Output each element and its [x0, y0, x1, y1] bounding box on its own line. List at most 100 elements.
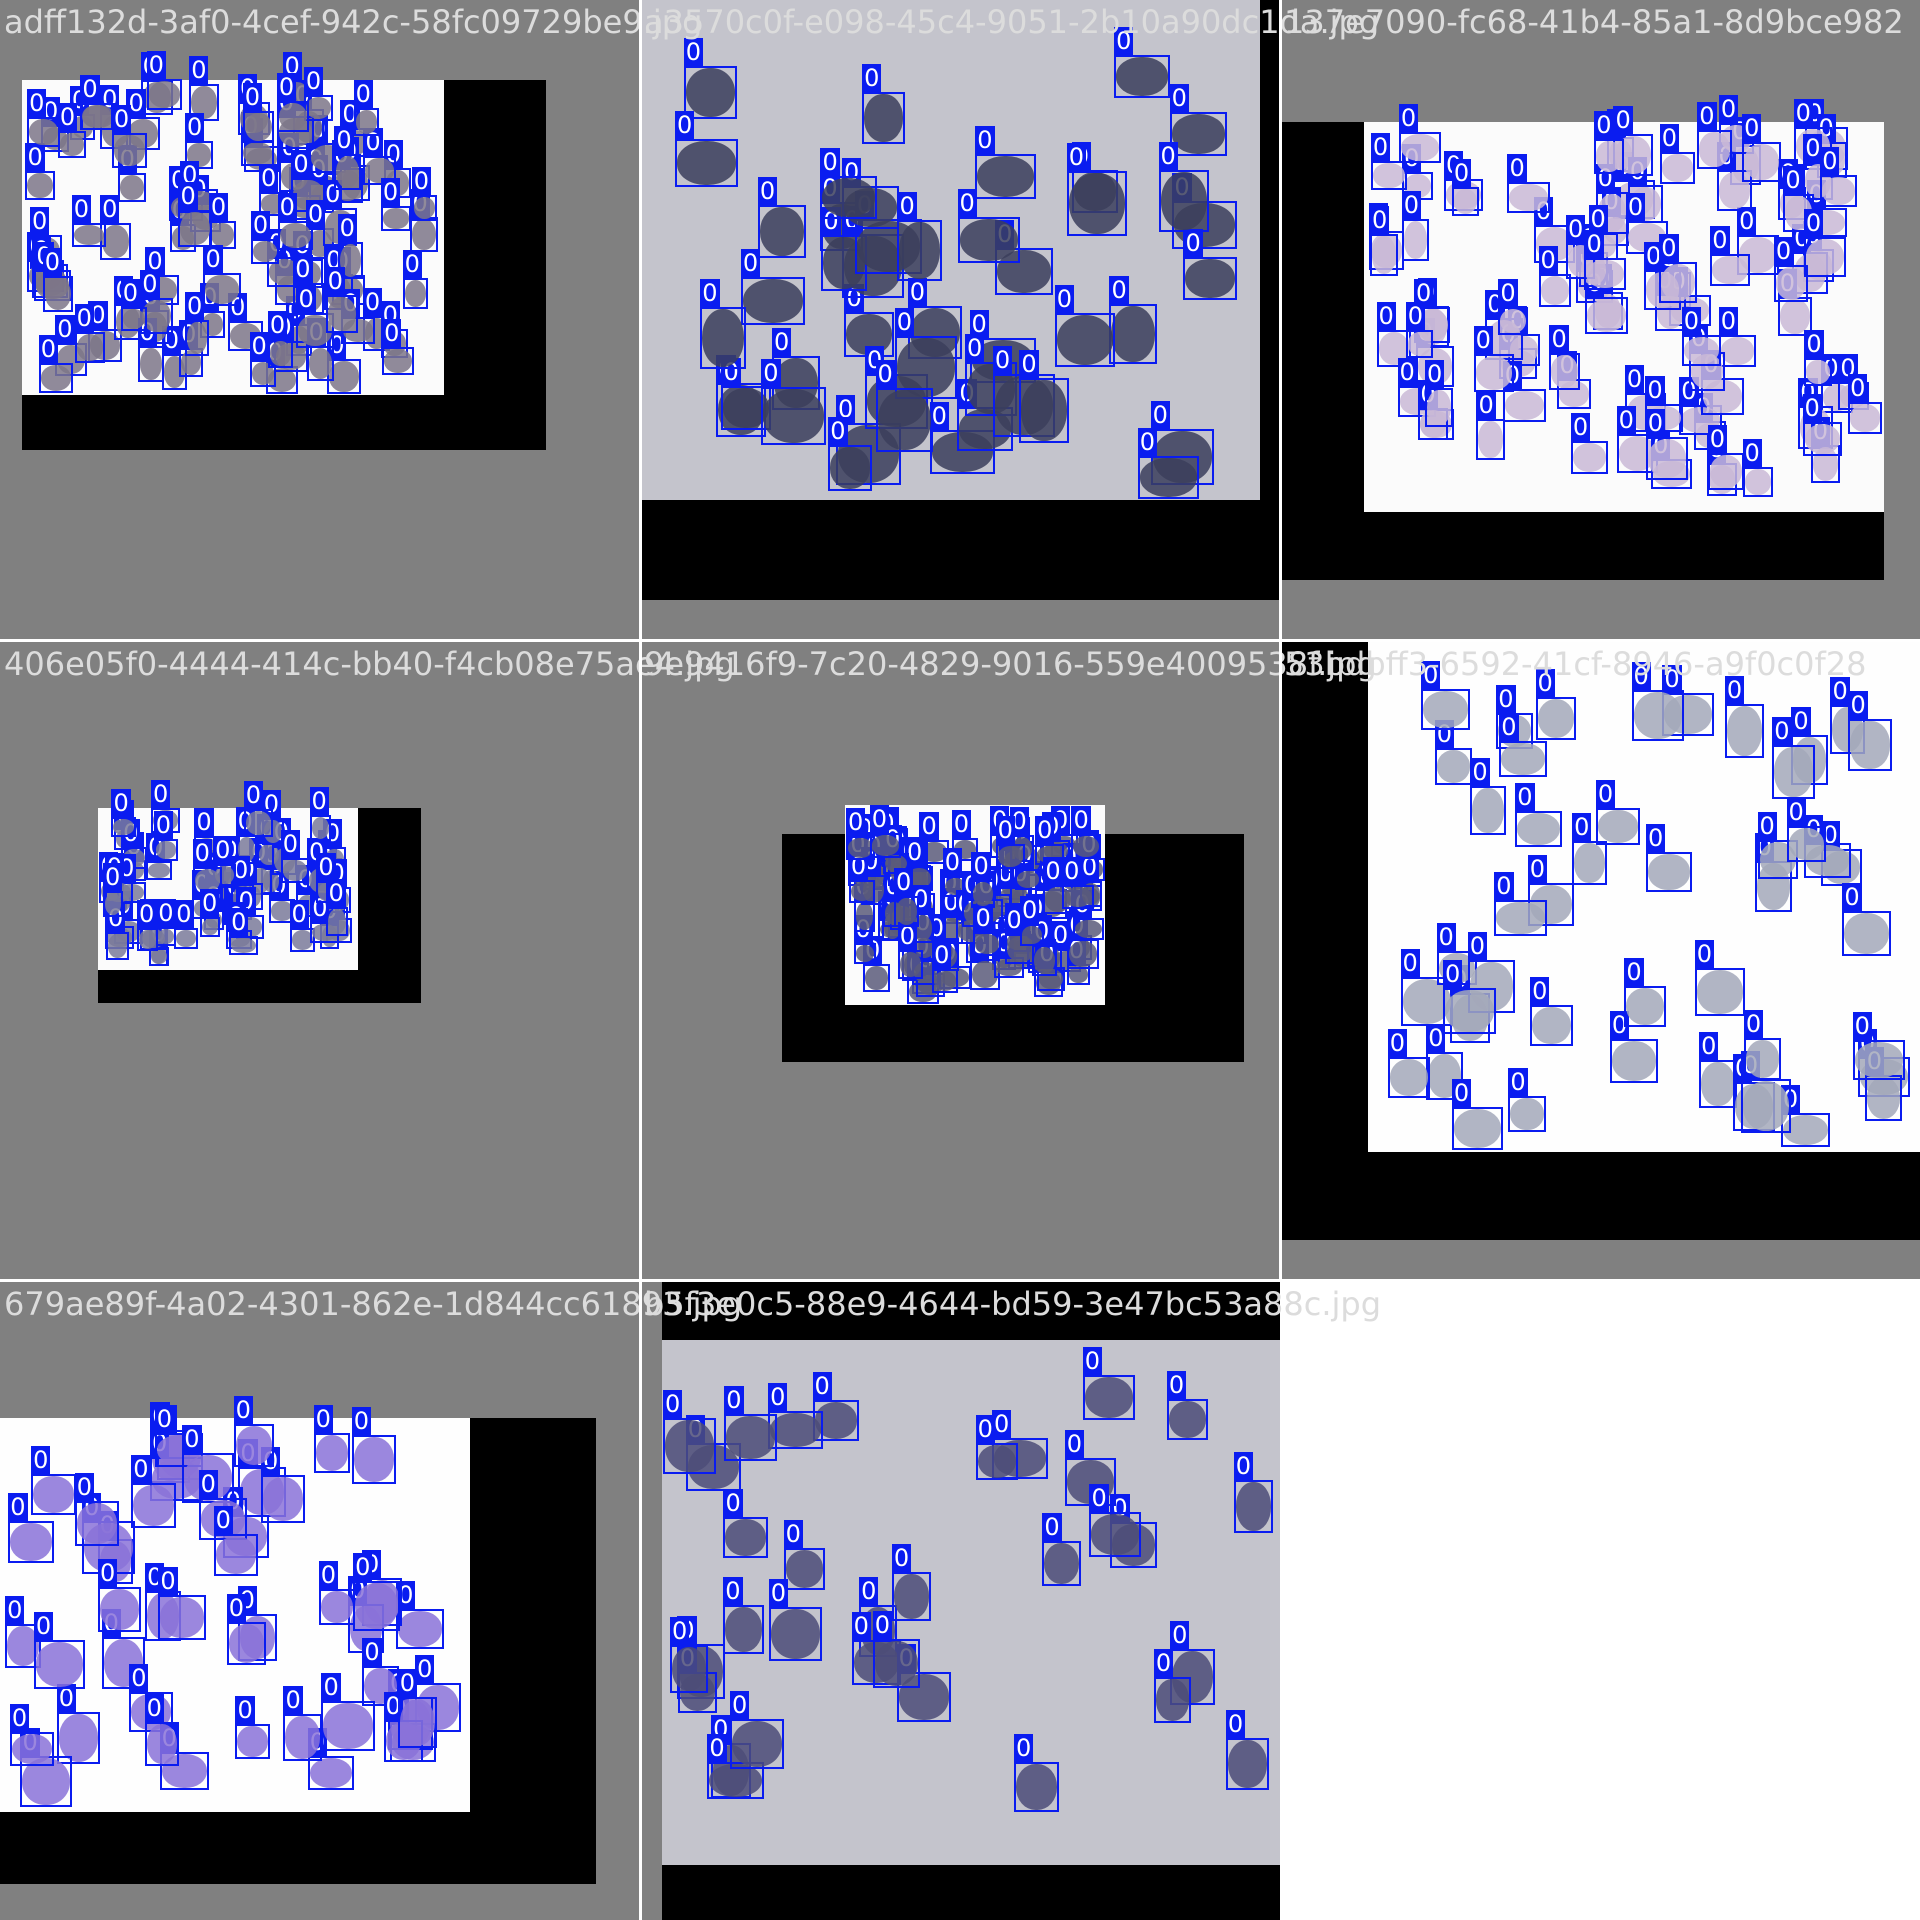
- class-label: 0: [1681, 306, 1701, 335]
- blood-cell: [1696, 970, 1744, 1014]
- blood-cell: [1444, 990, 1495, 1033]
- blood-cell: [1407, 331, 1432, 357]
- class-label: 0: [334, 125, 354, 154]
- blood-cell: [1372, 162, 1405, 188]
- blood-cell: [76, 1503, 118, 1545]
- class-label: 0: [707, 1733, 727, 1762]
- blood-cell: [1501, 743, 1545, 776]
- blood-cell: [1804, 423, 1841, 454]
- class-label: 0: [156, 898, 176, 927]
- class-label: 0: [144, 1694, 164, 1723]
- class-label: 0: [1451, 1079, 1472, 1108]
- class-label: 0: [1436, 922, 1456, 951]
- class-label: 0: [1183, 229, 1203, 258]
- blood-cell: [180, 212, 210, 246]
- class-label: 0: [1170, 1620, 1190, 1649]
- blood-cell: [1844, 912, 1890, 954]
- class-label: 0: [38, 334, 58, 363]
- blood-cell: [848, 837, 873, 858]
- class-label: 0: [1043, 857, 1063, 886]
- blood-cell: [40, 364, 72, 391]
- class-label: 0: [1718, 307, 1738, 336]
- class-label: 0: [250, 211, 271, 240]
- class-label: 0: [772, 327, 792, 356]
- class-label: 0: [1507, 153, 1527, 182]
- blood-cell: [10, 1522, 53, 1562]
- class-label: 0: [975, 125, 995, 154]
- blood-cell: [122, 308, 146, 329]
- blood-cell: [1647, 439, 1687, 478]
- blood-cell: [105, 893, 122, 916]
- blood-cell: [973, 882, 994, 907]
- blood-cell: [1453, 188, 1478, 214]
- blood-cell: [1611, 1041, 1657, 1081]
- blood-cell: [150, 949, 167, 965]
- class-label: 0: [835, 394, 856, 423]
- class-label: 0: [30, 207, 50, 236]
- blood-cell: [1073, 835, 1100, 857]
- blood-cell: [1033, 947, 1055, 975]
- class-label: 0: [1527, 854, 1548, 883]
- blood-cell: [252, 241, 278, 263]
- blood-cell: [1551, 355, 1578, 389]
- blood-cell: [298, 315, 332, 346]
- blood-cell: [1403, 221, 1428, 260]
- class-label: 0: [897, 191, 917, 220]
- blood-cell: [59, 132, 84, 156]
- class-label: 0: [192, 838, 212, 867]
- blood-cell: [893, 1574, 929, 1620]
- blood-cell: [329, 360, 359, 393]
- grid-line: [639, 0, 642, 1920]
- class-label: 0: [992, 346, 1013, 375]
- blood-cell: [1744, 143, 1780, 180]
- class-label: 0: [1166, 1371, 1187, 1399]
- class-label: 0: [1405, 301, 1425, 330]
- blood-cell: [1586, 299, 1626, 333]
- class-label: 0: [325, 267, 345, 296]
- class-label: 0: [724, 1386, 744, 1415]
- blood-cell: [763, 389, 824, 444]
- blood-cell: [27, 172, 53, 199]
- blood-cell: [822, 177, 875, 218]
- blood-cell: [877, 389, 931, 451]
- blood-cell: [1475, 356, 1513, 390]
- class-label: 0: [1062, 856, 1082, 885]
- blood-cell: [1068, 172, 1125, 235]
- blood-cell: [895, 897, 918, 925]
- class-label: 0: [1035, 815, 1055, 844]
- class-label: 0: [129, 1663, 149, 1692]
- blood-cell: [785, 1550, 824, 1588]
- blood-cell: [399, 1698, 436, 1747]
- tile-6: 0000000000000000000000000000000000000000…: [1280, 640, 1920, 1280]
- blood-cell: [1745, 1039, 1779, 1078]
- blood-cell: [1139, 458, 1197, 498]
- class-label: 0: [1413, 278, 1434, 307]
- blood-cell: [1850, 404, 1880, 432]
- class-label: 0: [1370, 206, 1390, 235]
- class-label: 0: [140, 269, 160, 298]
- class-label: 0: [1496, 684, 1516, 713]
- blood-cell: [355, 1582, 398, 1629]
- blood-cell: [742, 278, 803, 324]
- filename-label: 9e9416f9-7c20-4829-9016-559e4009538f.jpg: [644, 645, 1377, 683]
- class-label: 0: [233, 1395, 253, 1424]
- class-label: 0: [337, 213, 357, 242]
- blood-cell: [1056, 315, 1114, 366]
- class-label: 0: [259, 164, 279, 193]
- tile-9-empty: [1280, 1280, 1920, 1920]
- blood-cell: [1574, 843, 1605, 884]
- blood-cell: [278, 102, 307, 131]
- class-label: 0: [1786, 797, 1806, 826]
- blood-cell: [874, 1640, 919, 1686]
- class-label: 0: [1476, 390, 1496, 419]
- blood-cell: [279, 222, 311, 248]
- blood-cell: [1661, 263, 1696, 302]
- blood-cell: [665, 1419, 715, 1472]
- blood-cell: [269, 341, 291, 366]
- blood-cell: [1744, 469, 1771, 495]
- blood-cell: [709, 1763, 762, 1798]
- blood-cell: [1699, 131, 1730, 167]
- class-label: 0: [1424, 359, 1445, 388]
- blood-cell: [113, 135, 145, 167]
- blood-cell: [915, 938, 934, 958]
